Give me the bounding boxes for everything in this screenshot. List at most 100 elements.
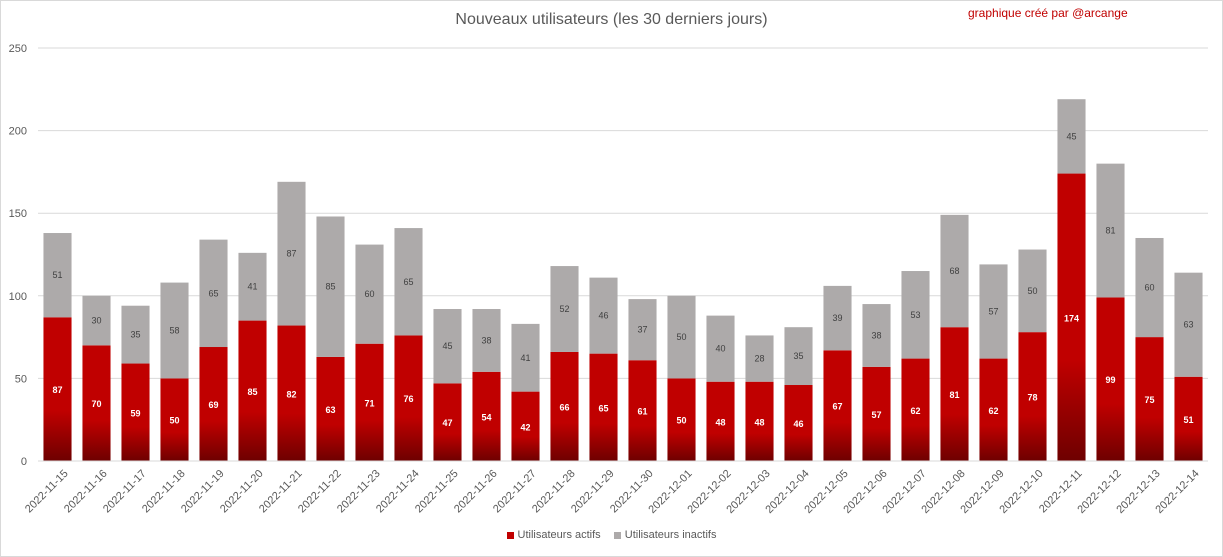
data-label-inactive: 40 [715,344,725,354]
legend-swatch-active [506,531,514,539]
data-label-inactive: 39 [832,313,842,323]
data-label-inactive: 50 [676,332,686,342]
bar-inactive [1057,99,1086,174]
data-label-inactive: 45 [442,341,452,351]
bar-active [1096,297,1125,461]
data-label-inactive: 87 [286,249,296,259]
bar-active [511,391,540,461]
bars [43,99,1203,461]
bar-active [979,358,1008,461]
bar-active [667,378,696,461]
data-label-inactive: 52 [559,304,569,314]
bar-active [784,385,813,461]
data-label-active: 59 [130,408,140,418]
data-label-active: 42 [520,422,530,432]
bar-inactive [1096,163,1125,298]
bar-inactive [1018,249,1047,333]
bar-inactive [511,323,540,392]
data-label-inactive: 65 [403,277,413,287]
data-label-active: 75 [1144,395,1154,405]
data-label-active: 47 [442,418,452,428]
bar-active [589,353,618,461]
bar-inactive [472,309,501,372]
y-tick-label: 150 [9,208,27,220]
bar-inactive [706,315,735,382]
legend-swatch-inactive [613,531,621,539]
legend-label-active: Utilisateurs actifs [517,529,601,541]
bar-inactive [667,295,696,379]
bar-active [43,317,72,461]
data-label-inactive: 45 [1066,131,1076,141]
bar-active [433,383,462,461]
bar-active [1057,173,1086,461]
y-tick-label: 0 [21,456,27,468]
data-label-active: 66 [559,402,569,412]
bar-active [199,347,228,461]
data-label-active: 57 [871,410,881,420]
bar-inactive [901,271,930,359]
credit-label: graphique créé par @arcange [968,6,1128,20]
data-label-inactive: 37 [637,325,647,335]
bar-inactive [745,335,774,382]
data-label-active: 62 [988,406,998,416]
bar-inactive [394,228,423,336]
data-label-inactive: 38 [481,335,491,345]
data-label-active: 48 [754,417,764,427]
data-label-active: 54 [481,412,491,422]
bar-active [238,320,267,461]
data-label-inactive: 53 [910,310,920,320]
data-label-active: 62 [910,406,920,416]
y-tick-label: 200 [9,126,27,138]
data-label-active: 67 [832,402,842,412]
legend-item-inactive: Utilisateurs inactifs [613,529,717,541]
bar-active [160,378,189,461]
data-label-active: 51 [1183,415,1193,425]
data-label-active: 76 [403,394,413,404]
data-label-active: 78 [1027,393,1037,403]
data-label-active: 99 [1105,375,1115,385]
bar-inactive [82,295,111,346]
data-label-active: 87 [52,385,62,395]
bar-inactive [589,277,618,354]
bar-active [394,335,423,461]
bar-inactive [160,282,189,379]
bar-active [901,358,930,461]
data-label-active: 174 [1064,313,1079,323]
bar-active [82,345,111,461]
data-label-active: 70 [91,399,101,409]
data-label-active: 50 [676,416,686,426]
data-label-inactive: 81 [1105,226,1115,236]
bar-inactive [940,214,969,328]
bar-inactive [277,181,306,326]
data-label-inactive: 57 [988,306,998,316]
bar-inactive [43,233,72,318]
chart-title: Nouveaux utilisateurs (les 30 derniers j… [455,11,768,28]
data-label-inactive: 58 [169,325,179,335]
data-label-inactive: 41 [520,353,530,363]
bar-active [706,381,735,461]
bar-active [1135,337,1164,461]
bar-active [940,327,969,461]
bar-inactive [1135,237,1164,338]
data-label-active: 71 [364,398,374,408]
data-label-inactive: 60 [364,289,374,299]
data-label-inactive: 68 [949,266,959,276]
data-label-inactive: 28 [754,354,764,364]
bar-active [472,371,501,461]
data-label-inactive: 35 [130,330,140,340]
data-label-inactive: 35 [793,351,803,361]
bar-active [1018,332,1047,461]
bar-inactive [355,244,384,344]
data-label-active: 61 [637,407,647,417]
bar-active [316,356,345,461]
data-label-inactive: 38 [871,330,881,340]
legend-label-inactive: Utilisateurs inactifs [624,529,717,541]
y-tick-label: 50 [15,373,27,385]
bar-active [355,343,384,461]
data-label-active: 69 [208,400,218,410]
bar-active [745,381,774,461]
bar-inactive [823,285,852,351]
data-label-active: 81 [949,390,959,400]
data-label-inactive: 51 [52,270,62,280]
